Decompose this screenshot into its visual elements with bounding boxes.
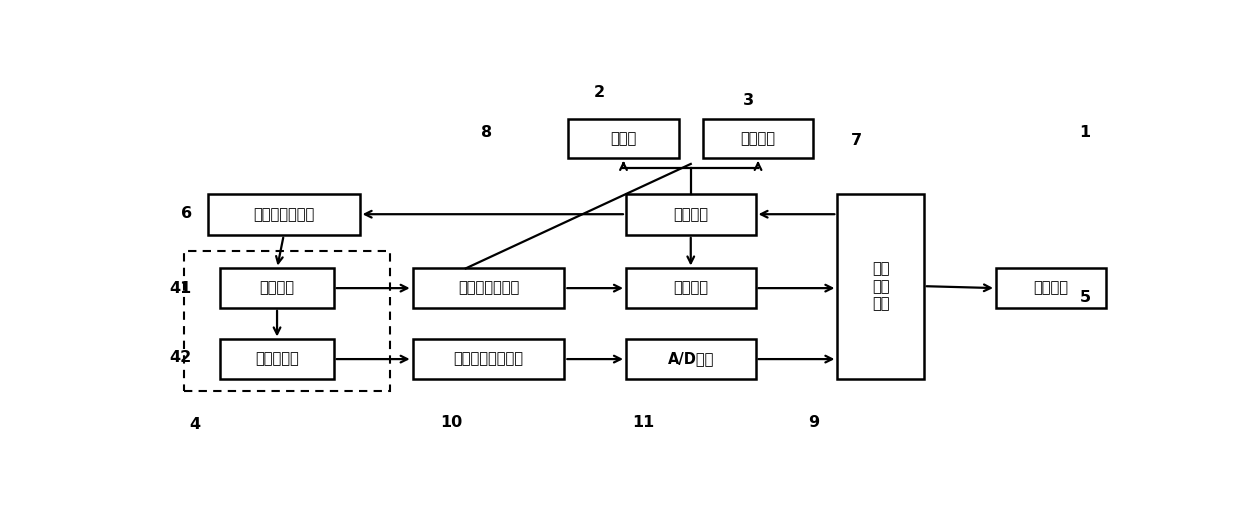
Text: A/D转换: A/D转换 xyxy=(667,352,714,367)
Text: 2: 2 xyxy=(594,86,605,100)
Text: 8: 8 xyxy=(481,125,492,140)
FancyBboxPatch shape xyxy=(837,194,924,379)
Text: 智能
控制
机构: 智能 控制 机构 xyxy=(872,261,889,311)
FancyBboxPatch shape xyxy=(626,194,755,235)
Text: 超声波接收电路: 超声波接收电路 xyxy=(458,281,520,295)
Text: 6: 6 xyxy=(181,206,192,221)
Text: 5: 5 xyxy=(1080,290,1091,306)
Text: 位移传感器: 位移传感器 xyxy=(255,352,299,367)
Text: 厚度偏差接收电路: 厚度偏差接收电路 xyxy=(454,352,523,367)
FancyBboxPatch shape xyxy=(568,119,678,158)
Text: 水冷机构: 水冷机构 xyxy=(1034,281,1069,295)
FancyBboxPatch shape xyxy=(221,268,334,308)
Text: 42: 42 xyxy=(169,350,191,366)
FancyBboxPatch shape xyxy=(413,268,564,308)
Text: 时序控制: 时序控制 xyxy=(673,207,708,222)
Text: 喷油机构: 喷油机构 xyxy=(740,131,775,146)
Text: 9: 9 xyxy=(807,415,818,430)
Text: 11: 11 xyxy=(632,415,655,430)
FancyBboxPatch shape xyxy=(413,339,564,379)
Text: 1: 1 xyxy=(1080,125,1091,140)
FancyBboxPatch shape xyxy=(221,339,334,379)
Text: 10: 10 xyxy=(440,415,463,430)
FancyBboxPatch shape xyxy=(626,339,755,379)
FancyBboxPatch shape xyxy=(996,268,1106,308)
Text: 超声波发射电路: 超声波发射电路 xyxy=(253,207,315,222)
Text: 3: 3 xyxy=(743,93,754,109)
Text: 检测探头: 检测探头 xyxy=(259,281,295,295)
FancyBboxPatch shape xyxy=(208,194,360,235)
FancyBboxPatch shape xyxy=(703,119,813,158)
Text: 7: 7 xyxy=(851,133,862,148)
Text: 传输带: 传输带 xyxy=(610,131,636,146)
Text: 数据采集: 数据采集 xyxy=(673,281,708,295)
Text: 4: 4 xyxy=(190,417,201,432)
Text: 41: 41 xyxy=(169,281,191,295)
FancyBboxPatch shape xyxy=(626,268,755,308)
